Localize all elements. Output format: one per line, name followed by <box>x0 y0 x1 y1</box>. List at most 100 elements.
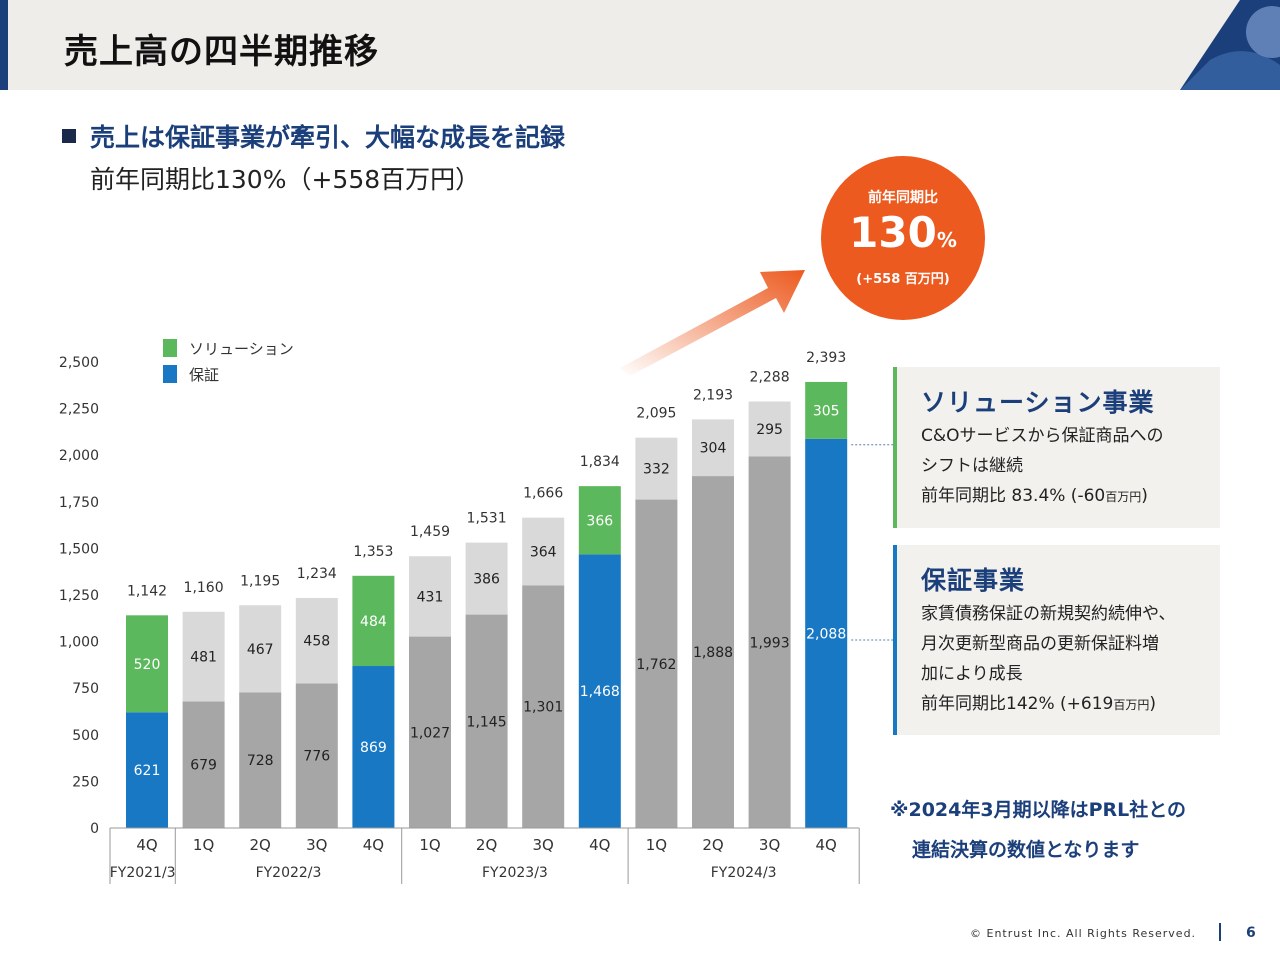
fiscal-year-label: FY2023/3 <box>482 865 548 881</box>
y-tick-label: 250 <box>72 774 99 790</box>
legend-item-solution: ソリューション <box>163 335 294 361</box>
x-tick-label: 4Q <box>816 836 837 854</box>
bar-solution <box>182 611 225 702</box>
data-label-guarantee: 1,301 <box>523 700 563 716</box>
bar-guarantee <box>239 692 282 828</box>
bar-guarantee <box>465 614 508 828</box>
y-tick-label: 1,000 <box>59 635 99 651</box>
bar-guarantee <box>126 712 168 828</box>
legend-swatch-guarantee <box>163 365 177 383</box>
y-tick-label: 750 <box>72 681 99 697</box>
guarantee-box: 保証事業 家賃債務保証の新規契約続伸や、 月次更新型商品の更新保証料増 加により… <box>893 545 1220 735</box>
data-label-guarantee: 621 <box>134 763 161 779</box>
footnote-line-2: 連結決算の数値となります <box>912 839 1140 861</box>
data-label-total: 2,193 <box>693 387 733 403</box>
bubble-number: 130 <box>849 208 937 257</box>
bar-guarantee <box>635 499 678 828</box>
bar-guarantee <box>295 683 338 828</box>
guarantee-yoy-end: ) <box>1149 694 1156 714</box>
x-tick-label: 3Q <box>533 836 554 854</box>
data-label-guarantee: 2,088 <box>806 626 846 642</box>
header-band <box>0 0 1280 90</box>
bar-guarantee <box>522 585 565 828</box>
data-label-solution: 484 <box>360 614 387 630</box>
data-label-solution: 520 <box>134 657 161 673</box>
data-label-guarantee: 869 <box>360 740 387 756</box>
square-bullet-icon <box>62 129 76 143</box>
x-tick-label: 1Q <box>193 836 214 854</box>
bar-solution <box>748 401 791 457</box>
guarantee-box-title: 保証事業 <box>921 566 1026 595</box>
bar-solution <box>239 605 282 693</box>
x-tick-label: 1Q <box>646 836 667 854</box>
footnote: ※2024年3月期以降はPRL社との 連結決算の数値となります <box>890 790 1186 870</box>
data-label-solution: 386 <box>473 572 500 588</box>
solution-box-accent <box>893 367 897 528</box>
copyright: © Entrust Inc. All Rights Reserved. <box>970 927 1197 940</box>
bubble-label: 前年同期比 <box>868 190 938 206</box>
data-label-solution: 458 <box>303 634 330 650</box>
solution-yoy-end: ) <box>1141 486 1148 506</box>
bar-guarantee <box>409 636 451 828</box>
y-tick-label: 2,000 <box>59 448 99 464</box>
guarantee-box-accent <box>893 545 897 735</box>
data-label-total: 1,234 <box>297 566 337 582</box>
bar-guarantee <box>805 438 848 828</box>
data-label-total: 1,834 <box>580 454 620 470</box>
bar-guarantee <box>748 456 791 828</box>
data-label-guarantee: 1,145 <box>467 714 507 730</box>
data-label-guarantee: 1,468 <box>580 684 620 700</box>
bar-solution <box>409 556 451 637</box>
data-label-solution: 305 <box>813 403 840 419</box>
y-tick-label: 0 <box>90 821 99 837</box>
guarantee-box-text: 家賃債務保証の新規契約続伸や、 月次更新型商品の更新保証料増 加により成長 前年… <box>921 599 1176 720</box>
data-label-total: 1,531 <box>467 511 507 527</box>
footnote-line-1: ※2024年3月期以降はPRL社との <box>890 799 1187 821</box>
bar-guarantee <box>578 554 621 828</box>
bubble-value: 130% <box>821 208 985 257</box>
guarantee-line-1: 家賃債務保証の新規契約続伸や、 <box>921 604 1176 624</box>
data-label-guarantee: 679 <box>190 758 217 774</box>
data-label-total: 1,353 <box>353 544 393 560</box>
data-label-total: 1,459 <box>410 524 450 540</box>
fiscal-year-label: FY2021/3 <box>110 865 176 881</box>
page-number: 6 <box>1246 925 1256 941</box>
x-tick-label: 2Q <box>250 836 271 854</box>
x-tick-label: 4Q <box>136 836 157 854</box>
data-label-total: 2,095 <box>636 406 676 422</box>
bubble-unit: % <box>936 228 957 252</box>
footer-separator <box>1219 923 1221 941</box>
data-label-total: 1,142 <box>127 583 167 599</box>
bar-guarantee <box>182 701 225 828</box>
x-tick-label: 4Q <box>589 836 610 854</box>
data-label-solution: 366 <box>586 513 613 529</box>
data-label-guarantee: 1,027 <box>410 725 450 741</box>
data-label-guarantee: 1,762 <box>636 657 676 673</box>
x-tick-label: 4Q <box>363 836 384 854</box>
headline: 売上は保証事業が牽引、大幅な成長を記録 <box>90 123 566 152</box>
chart-legend: ソリューション 保証 <box>163 335 294 387</box>
bubble-note: (+558 百万円) <box>856 272 950 287</box>
fiscal-year-label: FY2024/3 <box>711 865 777 881</box>
legend-label-guarantee: 保証 <box>189 365 220 384</box>
bar-solution <box>692 419 734 477</box>
header-accent-bar <box>0 0 8 90</box>
page-title: 売上高の四半期推移 <box>64 32 379 72</box>
bar-solution <box>126 615 168 713</box>
subline: 前年同期比130%（+558百万円） <box>90 165 481 194</box>
corner-decoration <box>1180 0 1280 90</box>
data-label-guarantee: 776 <box>303 749 330 765</box>
legend-swatch-solution <box>163 339 177 357</box>
bar-solution <box>465 542 508 615</box>
guarantee-yoy-unit: 百万円 <box>1113 698 1150 712</box>
bar-solution <box>522 517 565 586</box>
data-label-total: 2,288 <box>750 370 790 386</box>
fiscal-year-label: FY2022/3 <box>256 865 322 881</box>
growth-arrow <box>620 270 805 376</box>
solution-line-3: 前年同期比 83.4% (-60百万円) <box>921 481 1164 512</box>
x-tick-label: 3Q <box>306 836 327 854</box>
bar-solution <box>635 437 678 500</box>
bar-guarantee <box>352 666 395 828</box>
data-label-total: 2,393 <box>806 350 846 366</box>
yoy-bubble: 前年同期比 130% (+558 百万円) <box>821 156 985 320</box>
